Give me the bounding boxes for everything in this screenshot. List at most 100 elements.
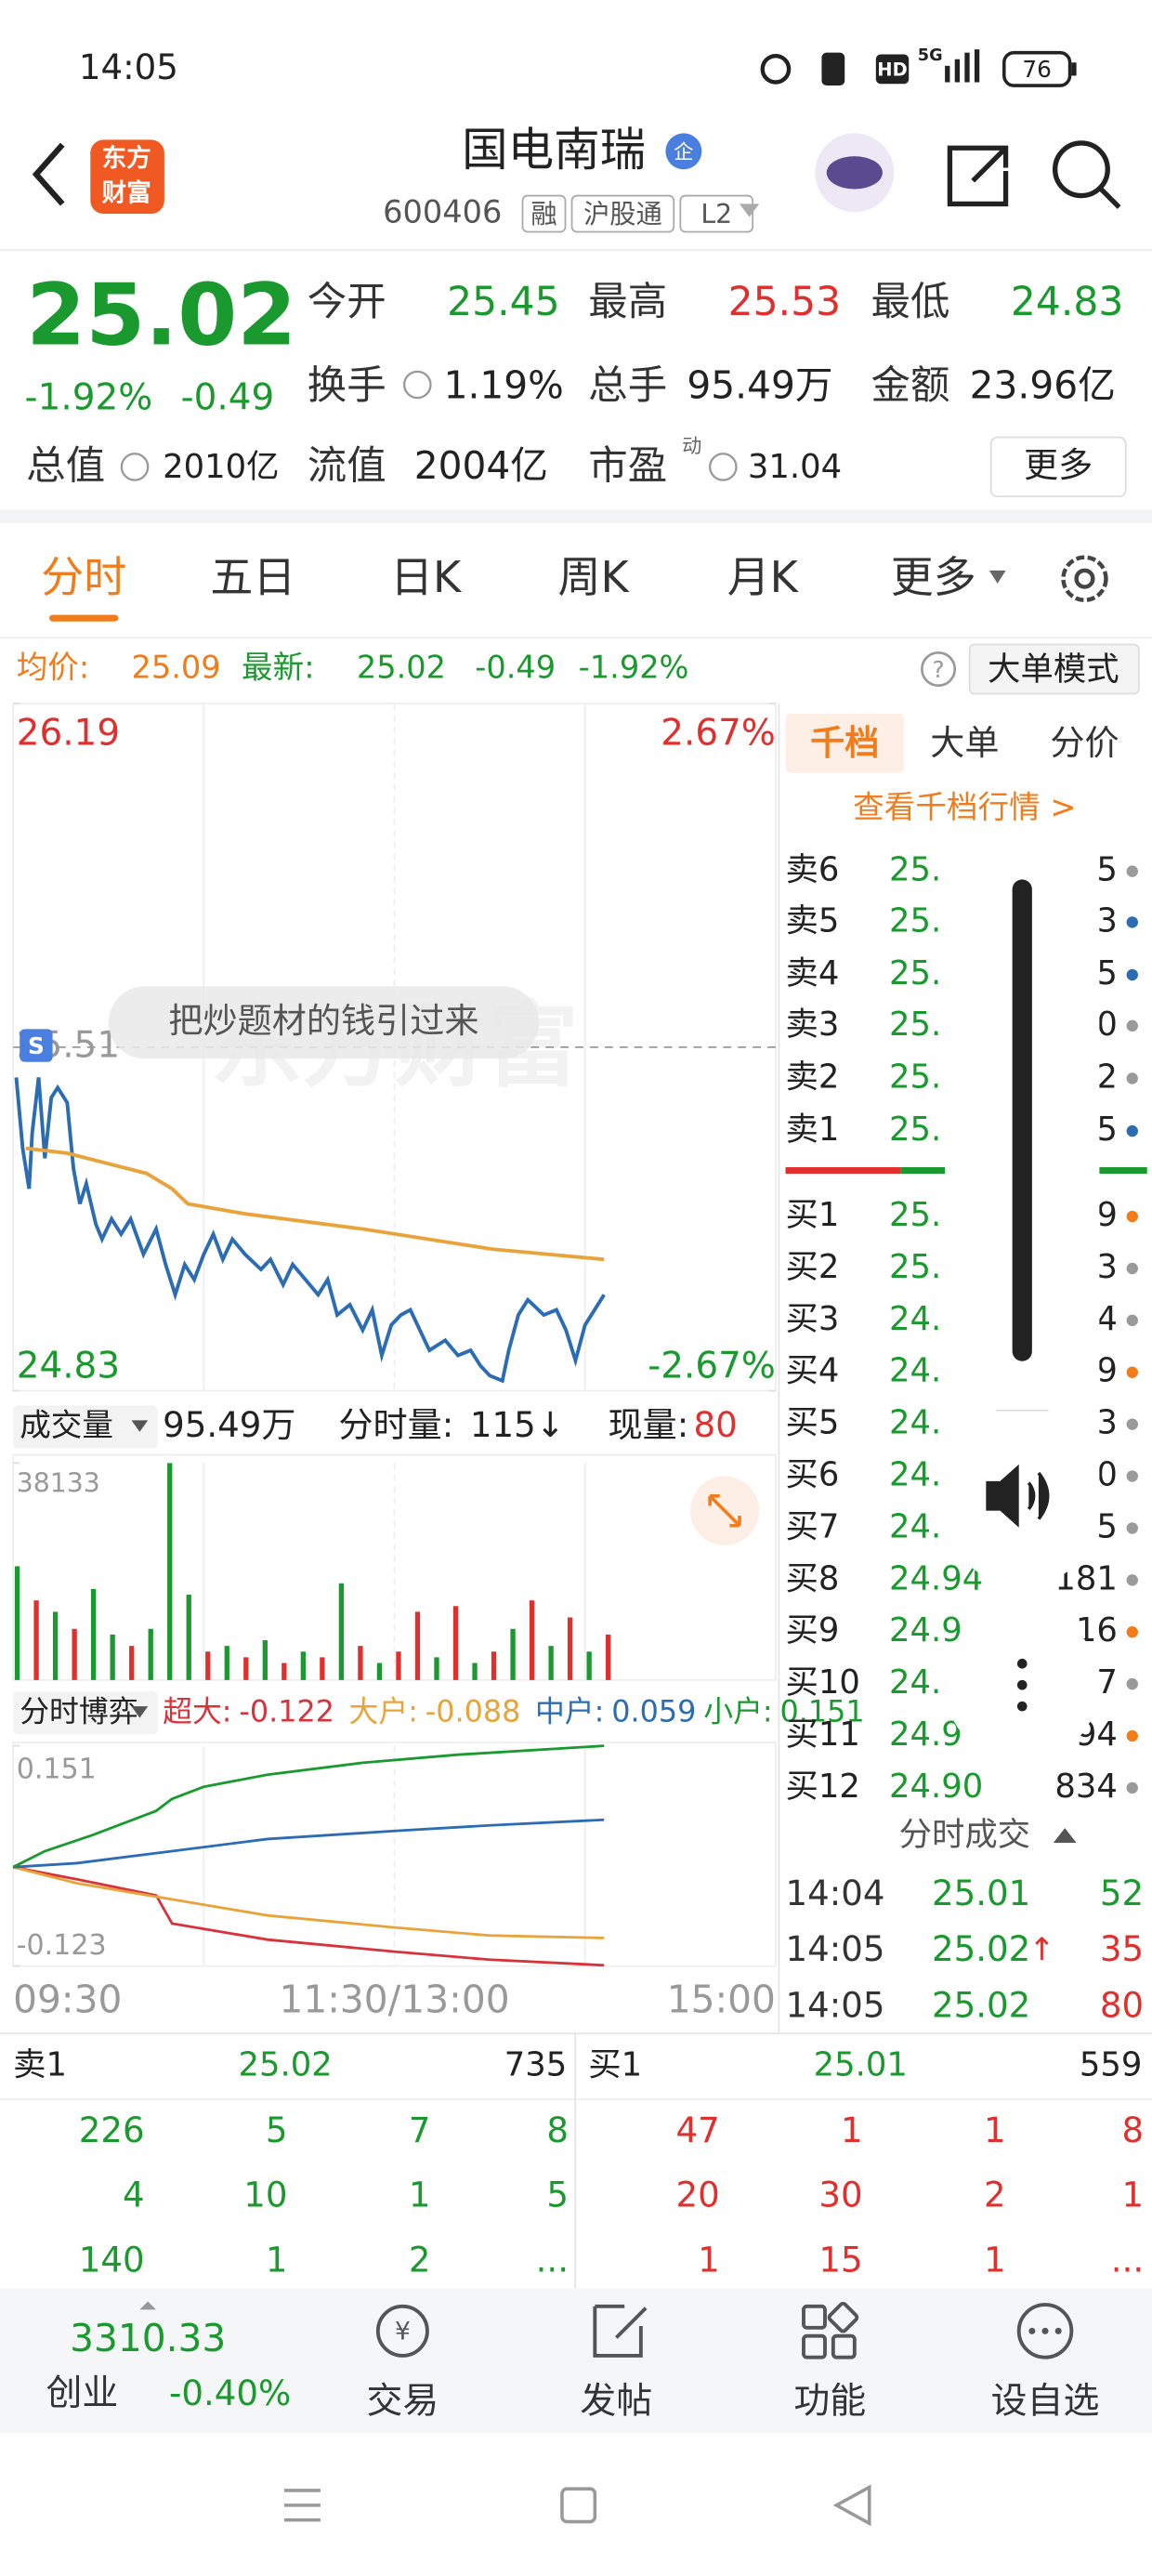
settings-button[interactable] (1061, 555, 1108, 602)
tag-text: L2 (700, 199, 732, 230)
more-button[interactable] (989, 436, 1127, 498)
depth-price: 25. (889, 851, 941, 889)
back-button[interactable] (32, 142, 65, 206)
queue-cell: 1 (1122, 2175, 1145, 2215)
series-line (12, 1744, 605, 1869)
depth-dot (1126, 1574, 1138, 1586)
dropdown[interactable] (988, 570, 1006, 585)
nav-label[interactable]: 功能 (793, 2381, 866, 2423)
volume-bar (548, 1646, 554, 1680)
depth-tab-active[interactable] (785, 713, 904, 773)
volume-bar (243, 1657, 249, 1680)
series-line (25, 1146, 605, 1262)
mode-button[interactable] (968, 643, 1140, 695)
volume-bar (33, 1600, 39, 1680)
tab[interactable]: 日K (390, 552, 463, 602)
tab[interactable]: 月K (727, 552, 800, 602)
nav-label[interactable]: 设自选 (991, 2381, 1100, 2423)
depth-price: 24.94 (889, 1559, 983, 1597)
legend-label: 小户: (703, 1693, 772, 1728)
logo (90, 139, 164, 215)
tag (570, 194, 675, 233)
y2-tick-label: -2.67% (648, 1345, 776, 1387)
volume-slider[interactable] (1012, 879, 1032, 1361)
y-tick-label: 26.19 (17, 712, 120, 754)
help-icon[interactable] (921, 651, 957, 688)
depth-separator-sell (785, 1166, 901, 1175)
speaker-icon[interactable] (986, 1464, 1050, 1528)
depth-tab[interactable]: 分价 (1050, 723, 1119, 763)
depth-label: 卖5 (786, 901, 840, 940)
field-value: 25.53 (728, 280, 842, 325)
volume-bar (90, 1588, 97, 1680)
pe-note: 动 (682, 435, 701, 458)
tab[interactable]: 更多 (891, 552, 976, 602)
dropdown (131, 1420, 149, 1432)
logo-text: 财富 (102, 178, 151, 207)
field-label: 总手 (588, 363, 667, 409)
trade-time: 14:05 (786, 1985, 885, 2025)
trades-title: 分时成交 (899, 1816, 1030, 1854)
volume-bar (205, 1651, 211, 1680)
depth-volume: 834 (1054, 1768, 1118, 1806)
tab[interactable]: 周K (558, 552, 631, 602)
depth-price: 25. (889, 1058, 941, 1096)
queue-cell: 1 (841, 2110, 863, 2150)
nav-label[interactable]: 发帖 (580, 2381, 652, 2423)
dropdown[interactable] (740, 204, 760, 217)
status-battery: 76 (1022, 56, 1052, 83)
depth-price: 24. (889, 1507, 941, 1545)
divider-band (0, 509, 1152, 523)
queue-cell: ... (536, 2241, 569, 2280)
depth-tab[interactable]: 千档 (810, 723, 879, 763)
queue-cell: 8 (1122, 2110, 1145, 2150)
y-tick-label: 0.151 (17, 1754, 97, 1786)
overlay (108, 821, 1100, 1763)
field-label: 最高 (588, 280, 667, 325)
depth-volume: 3 (1096, 1248, 1118, 1286)
field-value: 95.49万 (687, 363, 832, 408)
search-handle (1099, 187, 1121, 209)
share-button[interactable] (947, 145, 1009, 207)
tab[interactable]: 五日 (210, 552, 295, 602)
queue-cell: 2 (409, 2241, 431, 2280)
depth-price: 24.90 (889, 1768, 983, 1806)
field-label: 金额 (871, 363, 950, 409)
expand-arrow[interactable] (139, 2301, 157, 2310)
queue-cell: 1 (266, 2241, 288, 2280)
depth-dot (1126, 1729, 1138, 1742)
system-nav (284, 2484, 871, 2527)
dropdown (131, 1706, 149, 1718)
depth-dot (1126, 1072, 1138, 1084)
tab[interactable]: 分时 (41, 552, 126, 602)
volume-selector[interactable] (13, 1405, 158, 1449)
depth-label: 卖6 (786, 851, 840, 889)
field-label: 换手 (308, 363, 386, 409)
trade-price: 25.02 (932, 1985, 1030, 2025)
field-label: 总值 (26, 444, 105, 490)
volume-total: 95.49万 (163, 1405, 295, 1445)
queue-cell: 8 (546, 2110, 569, 2150)
trades-arrow (1053, 1828, 1077, 1844)
depth-tab[interactable]: 大单 (930, 723, 999, 763)
queue-cell: 1 (984, 2110, 1006, 2150)
trade-price: 25.02 (932, 1929, 1030, 1969)
depth-volume: 5 (1096, 954, 1118, 992)
volume-bar (320, 1657, 325, 1680)
depth-volume: 4 (1096, 1300, 1118, 1338)
depth-volume: 5 (1096, 1111, 1118, 1149)
level2-volume: 735 (504, 2046, 568, 2084)
queue-cell: 140 (79, 2241, 145, 2280)
depth-price: 25. (889, 901, 941, 940)
depth-dot (1126, 1418, 1138, 1430)
nav-label[interactable]: 交易 (366, 2381, 439, 2423)
trade-time: 14:04 (786, 1873, 885, 1913)
change: -0.49 (181, 376, 275, 418)
search-button[interactable] (1052, 140, 1110, 199)
legend-value: -0.088 (425, 1693, 521, 1728)
flow-selector[interactable] (13, 1691, 158, 1735)
volume-bar (281, 1663, 287, 1680)
field-label: 流值 (308, 444, 386, 490)
depth-label: 卖1 (786, 1111, 840, 1149)
y2-tick-label: 2.67% (661, 712, 776, 754)
